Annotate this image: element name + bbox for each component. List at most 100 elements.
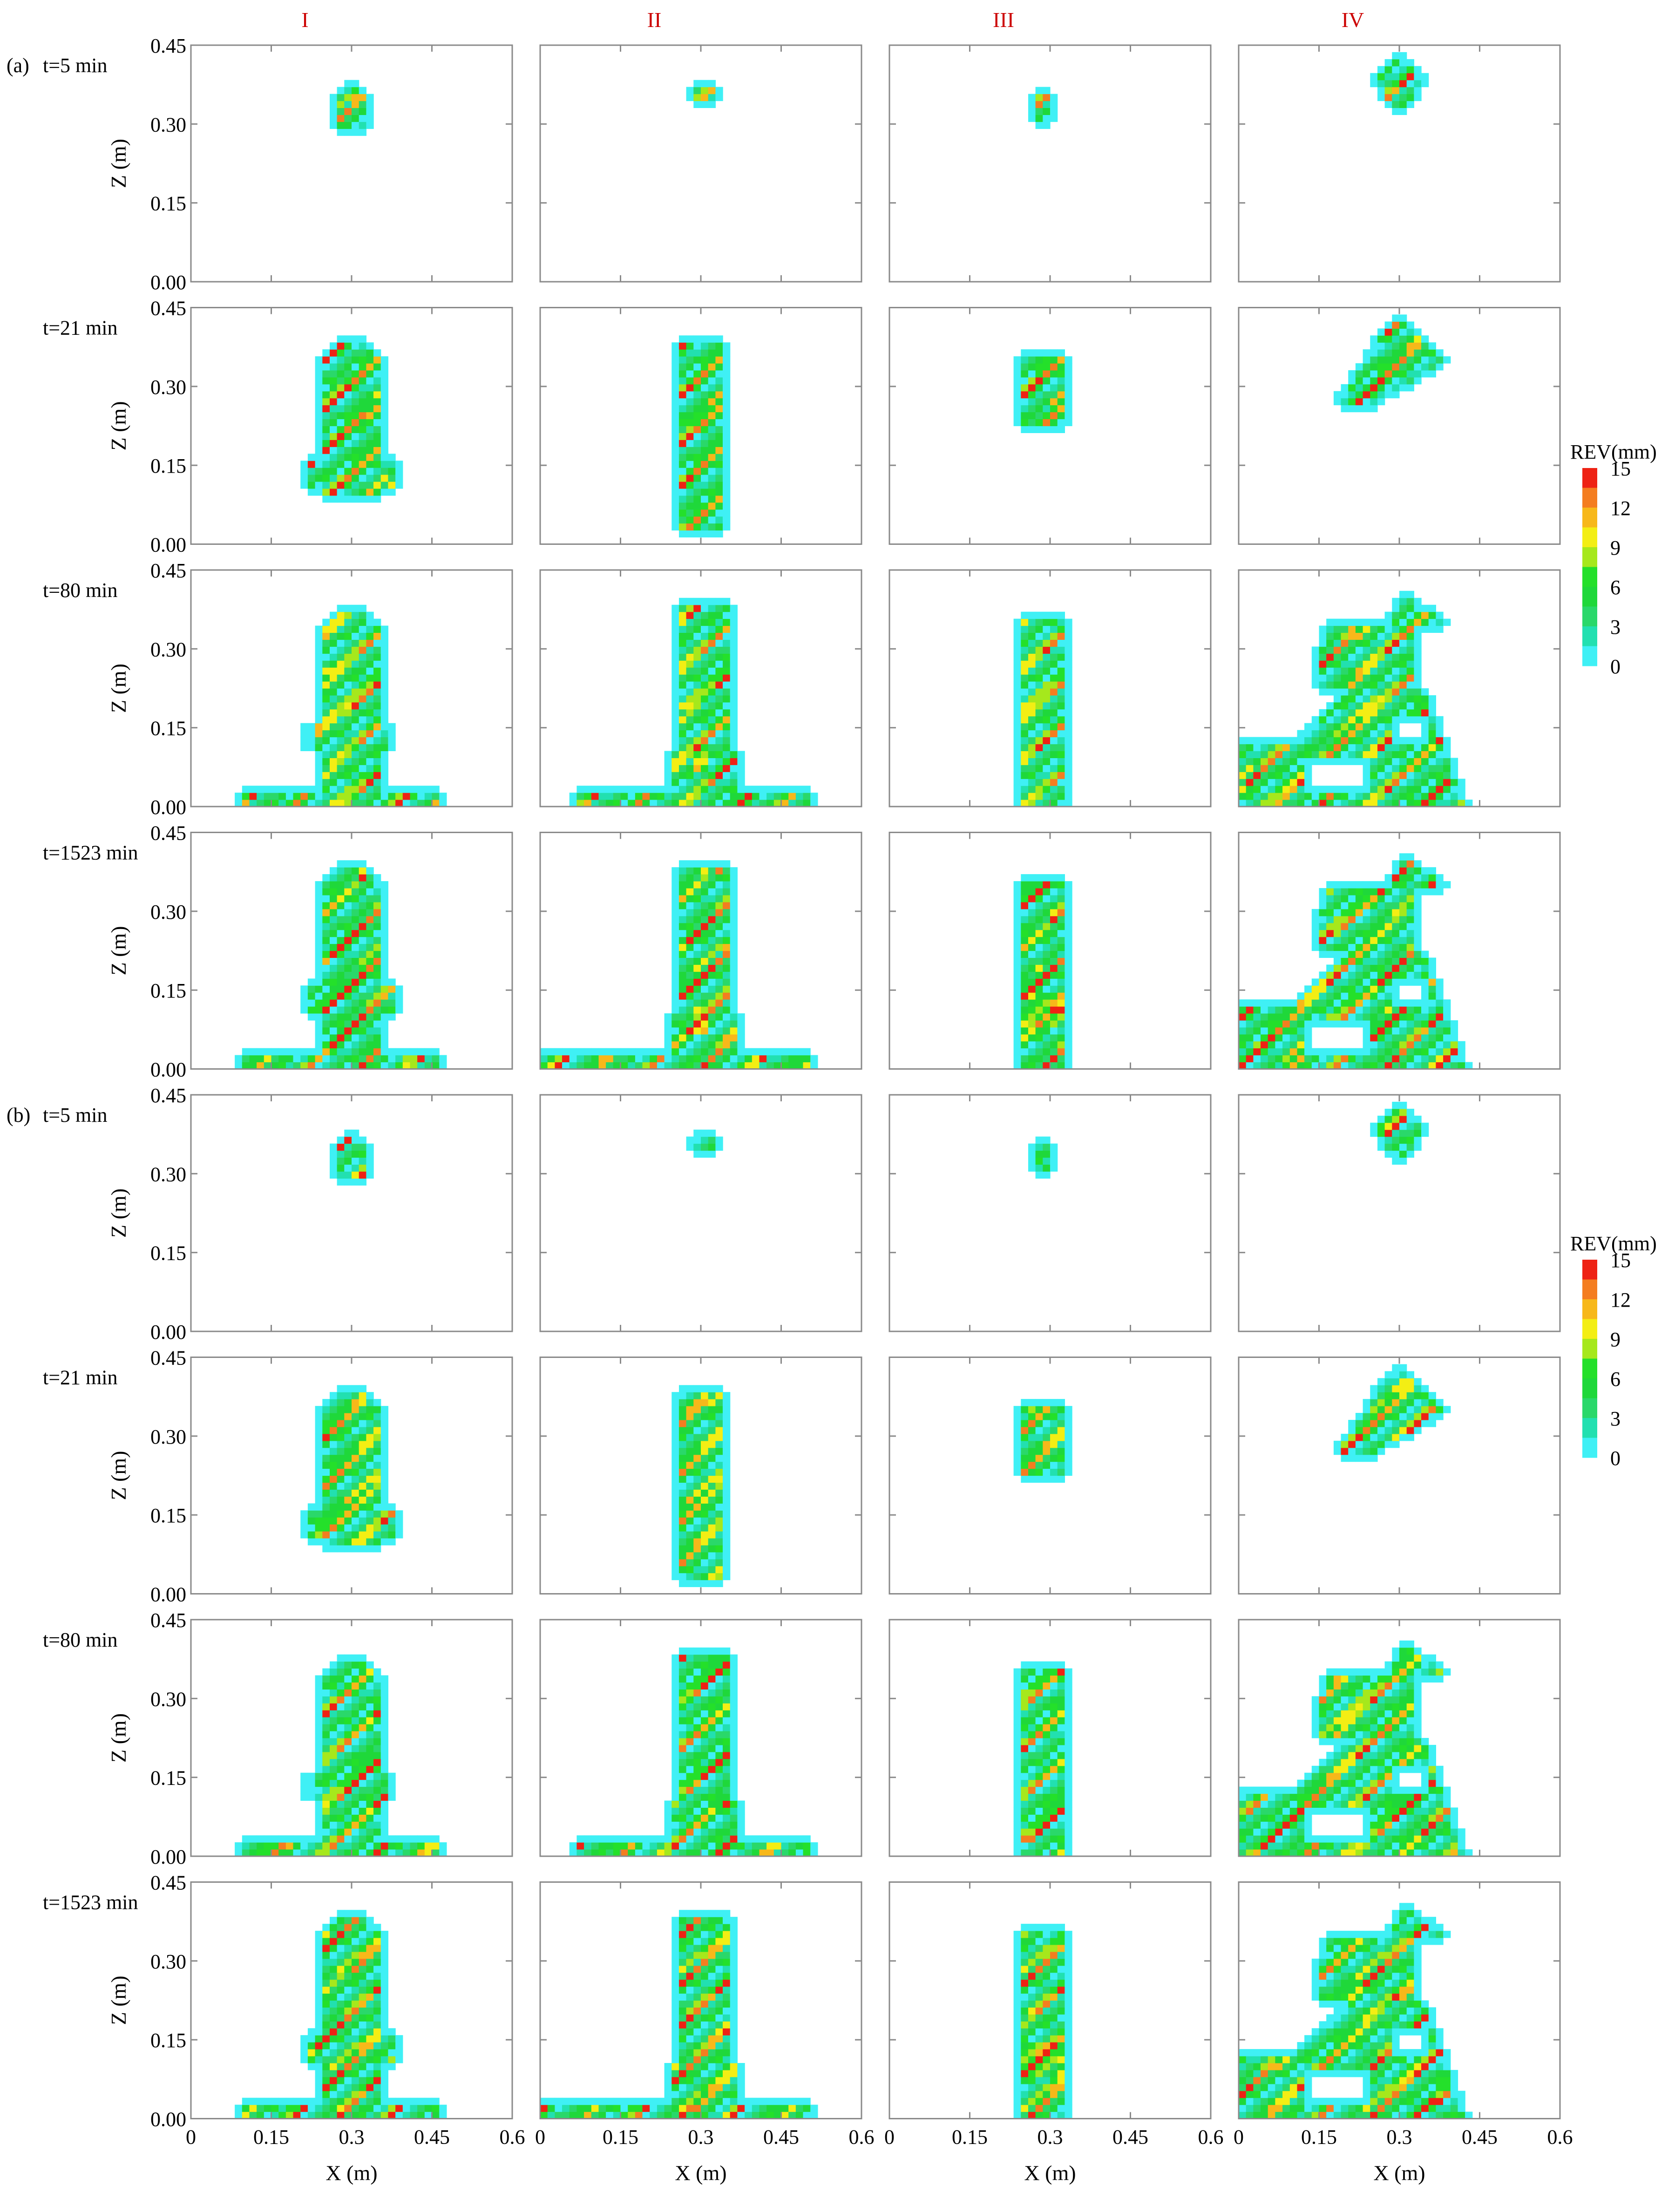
rev-cell: [1239, 779, 1247, 786]
rev-cell: [1065, 936, 1072, 944]
rev-cell: [650, 786, 658, 793]
rev-cell: [417, 800, 425, 807]
rev-cell: [1377, 618, 1385, 626]
rev-cell: [752, 1055, 760, 1063]
rev-cell: [352, 1440, 359, 1448]
rev-cell: [359, 716, 366, 724]
rev-cell: [715, 723, 723, 731]
rev-cell: [330, 1143, 338, 1151]
rev-cell: [1289, 765, 1298, 772]
rev-cell: [708, 482, 716, 489]
rev-cell: [1348, 793, 1356, 800]
rev-cell: [1406, 356, 1414, 364]
rev-cell: [388, 730, 396, 738]
rev-cell: [686, 1531, 694, 1539]
panel: [539, 1094, 862, 1332]
rev-cell: [1035, 874, 1043, 882]
rev-cell: [366, 1538, 374, 1546]
rev-cell: [1363, 1406, 1370, 1413]
rev-cell: [352, 1510, 359, 1518]
rev-cell: [723, 1420, 731, 1427]
rev-cell: [686, 1027, 694, 1035]
rev-cell: [708, 1489, 716, 1497]
rev-cell: [380, 489, 388, 496]
rev-cell: [679, 398, 687, 406]
rev-cell: [715, 674, 723, 682]
rev-cell: [1341, 936, 1349, 944]
rev-cell: [715, 447, 723, 454]
rev-cell: [1311, 978, 1320, 986]
rev-cell: [569, 1055, 577, 1063]
rev-cell: [344, 765, 352, 772]
rev-cell: [686, 1055, 694, 1063]
rev-cell: [1370, 1041, 1378, 1049]
rev-cell: [715, 1566, 723, 1574]
rev-cell: [373, 363, 381, 371]
rev-cell: [1282, 1013, 1290, 1021]
rev-cell: [330, 433, 338, 440]
rev-cell: [359, 1524, 366, 1532]
rev-cell: [1043, 964, 1051, 972]
rev-cell: [1414, 930, 1422, 937]
rev-cell: [1399, 964, 1407, 972]
rev-cell: [1355, 1426, 1363, 1434]
rev-cell: [715, 695, 723, 703]
rev-cell: [708, 604, 716, 612]
rev-cell: [723, 426, 731, 433]
rev-cell: [344, 101, 352, 108]
rev-cell: [330, 495, 338, 503]
rev-cell: [584, 800, 592, 807]
rev-cell: [686, 860, 694, 868]
rev-cell: [686, 930, 694, 937]
rev-cell: [715, 916, 723, 923]
rev-cell: [1021, 999, 1029, 1007]
rev-cell: [686, 695, 694, 703]
rev-cell: [1261, 786, 1268, 793]
rev-cell: [337, 1399, 345, 1406]
rev-cell: [410, 786, 418, 793]
rev-cell: [373, 1454, 381, 1462]
rev-cell: [1355, 902, 1363, 909]
rev-cell: [1363, 964, 1370, 972]
rev-cell: [1043, 1406, 1051, 1413]
rev-cell: [278, 793, 286, 800]
rev-cell: [1399, 923, 1407, 930]
rev-cell: [1297, 772, 1305, 779]
rev-cell: [359, 985, 366, 993]
rev-cell: [1028, 1447, 1036, 1455]
rev-cell: [395, 1531, 403, 1539]
rev-cell: [352, 108, 359, 115]
rev-cell: [708, 489, 716, 496]
rev-cell: [1333, 709, 1342, 717]
rev-cell: [686, 1524, 694, 1532]
rev-cell: [723, 936, 731, 944]
rev-cell: [322, 454, 330, 461]
rev-cell: [708, 923, 716, 930]
rev-cell: [671, 1489, 679, 1497]
rev-cell: [701, 1020, 709, 1028]
rev-cell: [1406, 1115, 1414, 1123]
rev-cell: [1013, 702, 1021, 710]
rev-cell: [1326, 881, 1334, 889]
rev-cell: [1333, 1447, 1342, 1455]
rev-cell: [671, 604, 679, 612]
rev-cell: [1246, 737, 1254, 745]
rev-cell: [1021, 632, 1029, 640]
rev-cell: [337, 765, 345, 772]
rev-cell: [322, 646, 330, 654]
rev-cell: [737, 1041, 745, 1049]
rev-cell: [1013, 964, 1021, 972]
rev-cell: [686, 1413, 694, 1420]
rev-cell: [373, 1406, 381, 1413]
rev-cell: [1392, 328, 1400, 336]
rev-field: [1333, 314, 1451, 413]
y-tick-label: 0.00: [150, 534, 186, 556]
rev-cell: [1406, 94, 1414, 102]
rev-cell: [380, 1531, 388, 1539]
rev-cell: [708, 1020, 716, 1028]
rev-cell: [1363, 737, 1370, 745]
rev-cell: [1043, 94, 1051, 102]
rev-cell: [701, 1566, 709, 1574]
rev-cell: [1414, 702, 1422, 710]
rev-cell: [701, 1055, 709, 1063]
